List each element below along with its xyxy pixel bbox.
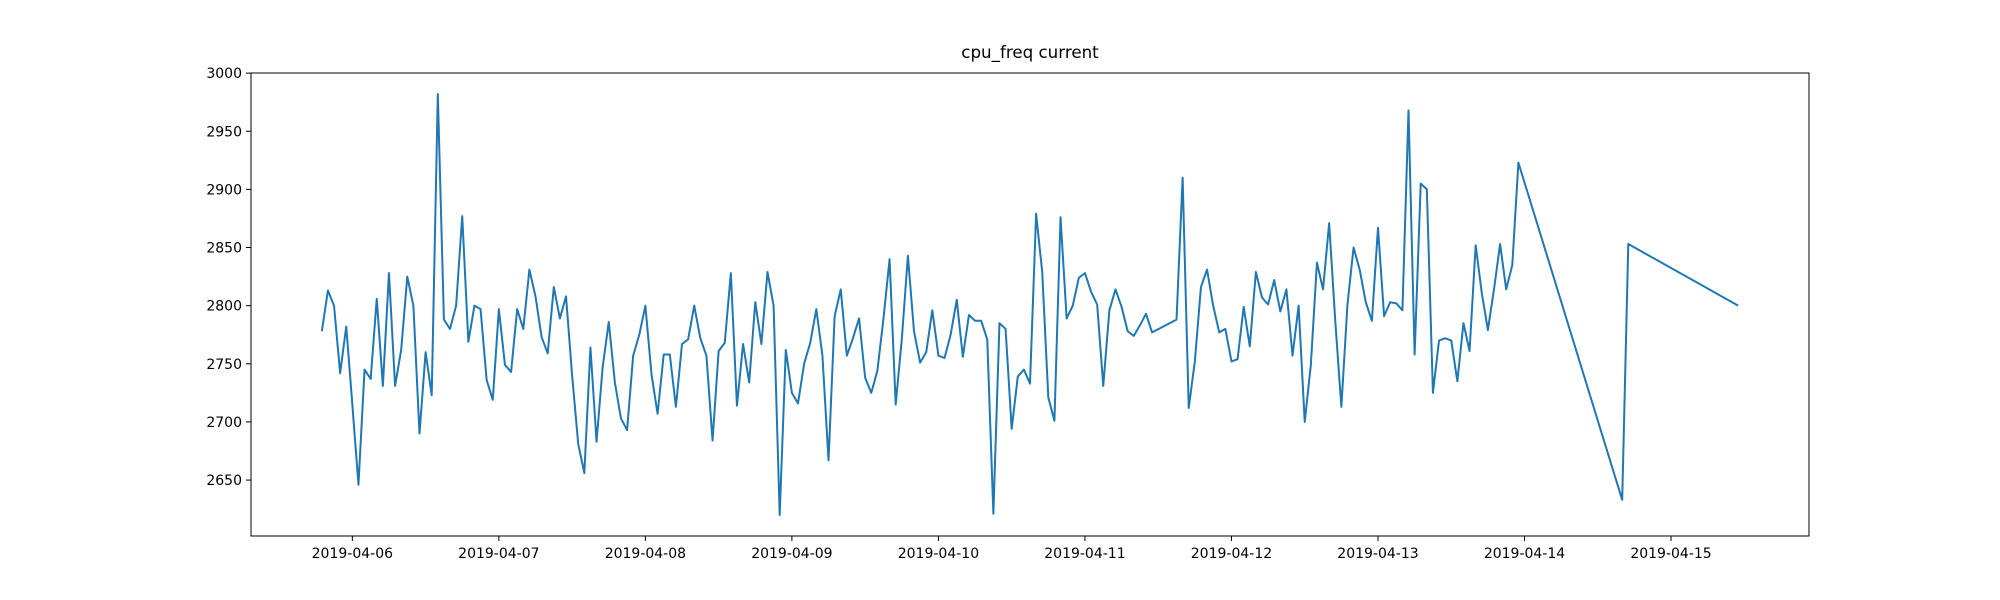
x-tick-label: 2019-04-08 bbox=[605, 546, 686, 562]
y-tick-label: 2800 bbox=[206, 299, 242, 315]
x-tick-label: 2019-04-14 bbox=[1484, 546, 1565, 562]
chart-title: cpu_freq current bbox=[961, 42, 1099, 63]
y-tick-label: 2650 bbox=[206, 473, 242, 489]
data-line bbox=[320, 93, 1739, 516]
y-tick-label: 2700 bbox=[206, 415, 242, 431]
y-tick-label: 2950 bbox=[206, 124, 242, 140]
x-tick-label: 2019-04-10 bbox=[898, 546, 979, 562]
x-tick-label: 2019-04-15 bbox=[1630, 546, 1711, 562]
x-tick-label: 2019-04-06 bbox=[312, 546, 393, 562]
x-tick-label: 2019-04-12 bbox=[1191, 546, 1272, 562]
y-tick-label: 2850 bbox=[206, 241, 242, 257]
x-tick-label: 2019-04-13 bbox=[1337, 546, 1418, 562]
x-tick-label: 2019-04-11 bbox=[1044, 546, 1125, 562]
x-tick-label: 2019-04-09 bbox=[751, 546, 832, 562]
y-tick-label: 2900 bbox=[206, 182, 242, 198]
plot-frame bbox=[250, 72, 1810, 537]
y-tick-label: 3000 bbox=[206, 66, 242, 82]
x-tick-label: 2019-04-07 bbox=[458, 546, 539, 562]
y-tick-label: 2750 bbox=[206, 357, 242, 373]
